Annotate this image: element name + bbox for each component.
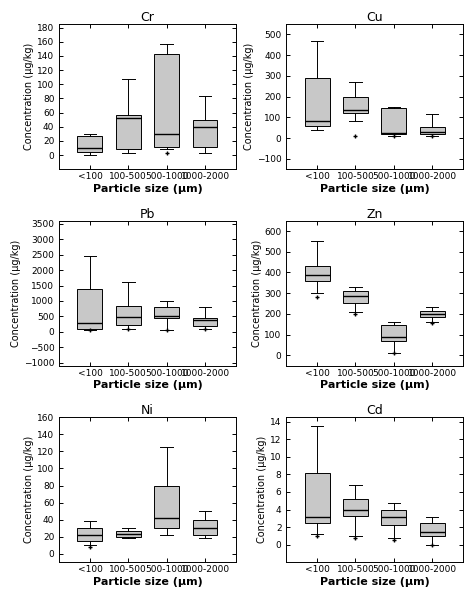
PathPatch shape <box>116 531 141 537</box>
Y-axis label: Concentration (μg/kg): Concentration (μg/kg) <box>24 43 34 150</box>
PathPatch shape <box>343 291 368 303</box>
X-axis label: Particle size (μm): Particle size (μm) <box>320 184 429 194</box>
PathPatch shape <box>382 108 406 135</box>
PathPatch shape <box>192 318 218 326</box>
PathPatch shape <box>305 472 329 523</box>
X-axis label: Particle size (μm): Particle size (μm) <box>92 184 202 194</box>
Y-axis label: Concentration (μg/kg): Concentration (μg/kg) <box>252 240 262 347</box>
PathPatch shape <box>343 499 368 515</box>
PathPatch shape <box>420 523 445 536</box>
Title: Ni: Ni <box>141 404 154 417</box>
PathPatch shape <box>420 127 445 135</box>
Y-axis label: Concentration (μg/kg): Concentration (μg/kg) <box>11 240 21 347</box>
Y-axis label: Concentration (μg/kg): Concentration (μg/kg) <box>24 436 34 544</box>
Title: Cr: Cr <box>141 11 155 24</box>
PathPatch shape <box>420 311 445 317</box>
X-axis label: Particle size (μm): Particle size (μm) <box>92 380 202 390</box>
PathPatch shape <box>116 306 141 325</box>
PathPatch shape <box>192 120 218 147</box>
PathPatch shape <box>305 266 329 281</box>
PathPatch shape <box>192 520 218 535</box>
Y-axis label: Concentration (μg/kg): Concentration (μg/kg) <box>244 43 254 150</box>
Title: Cu: Cu <box>366 11 383 24</box>
PathPatch shape <box>382 509 406 526</box>
PathPatch shape <box>382 325 406 341</box>
PathPatch shape <box>77 289 102 329</box>
PathPatch shape <box>77 136 102 151</box>
PathPatch shape <box>154 486 179 528</box>
PathPatch shape <box>154 307 179 318</box>
PathPatch shape <box>77 528 102 541</box>
PathPatch shape <box>116 115 141 150</box>
Title: Cd: Cd <box>366 404 383 417</box>
PathPatch shape <box>305 78 329 126</box>
Title: Zn: Zn <box>366 208 383 221</box>
X-axis label: Particle size (μm): Particle size (μm) <box>320 577 429 587</box>
Title: Pb: Pb <box>140 208 155 221</box>
Y-axis label: Concentration (μg/kg): Concentration (μg/kg) <box>257 436 267 544</box>
PathPatch shape <box>154 54 179 147</box>
X-axis label: Particle size (μm): Particle size (μm) <box>320 380 429 390</box>
X-axis label: Particle size (μm): Particle size (μm) <box>92 577 202 587</box>
PathPatch shape <box>343 97 368 113</box>
